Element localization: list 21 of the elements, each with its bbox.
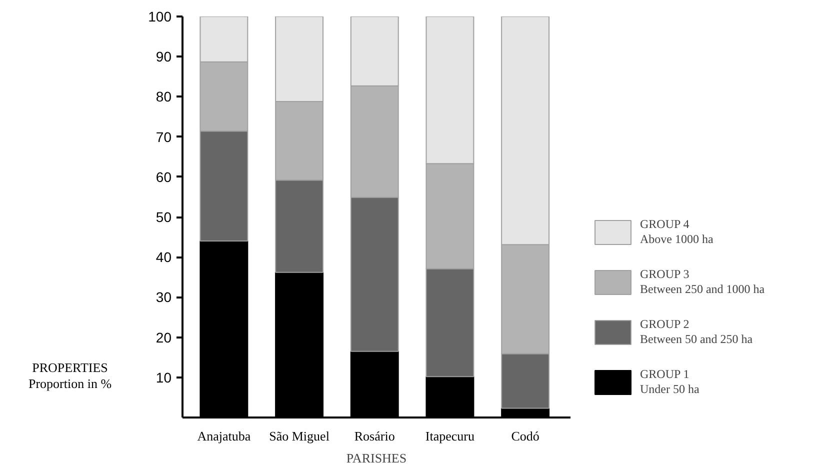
x-tick-label: Rosário (354, 428, 395, 444)
legend-label: GROUP 2 Between 50 and 250 ha (640, 317, 753, 347)
legend-label: GROUP 3 Between 250 and 1000 ha (640, 267, 765, 297)
y-tick-label: 10 (156, 369, 172, 386)
y-tick-label: 30 (156, 289, 172, 306)
x-tick-label: São Miguel (269, 428, 330, 444)
y-tick-label: 60 (156, 168, 172, 185)
legend-label: GROUP 1 Under 50 ha (640, 367, 700, 397)
y-tick-label: 100 (148, 8, 172, 24)
x-tick-label: Itapecuru (425, 428, 475, 444)
y-tick-label: 20 (156, 329, 172, 346)
x-tick-label: Anajatuba (197, 428, 251, 444)
y-tick-label: 90 (156, 48, 172, 65)
y-tick-label: 70 (156, 128, 172, 145)
legend-label: GROUP 4 Above 1000 ha (640, 217, 714, 247)
y-tick-label: 40 (156, 249, 172, 266)
x-tick-label: Codó (511, 428, 540, 444)
y-axis-title: PROPERTIES Proportion in % (28, 360, 112, 392)
y-tick-label: 50 (156, 209, 172, 225)
y-tick-label: 80 (156, 88, 172, 105)
x-axis-title: PARISHES (346, 450, 407, 466)
